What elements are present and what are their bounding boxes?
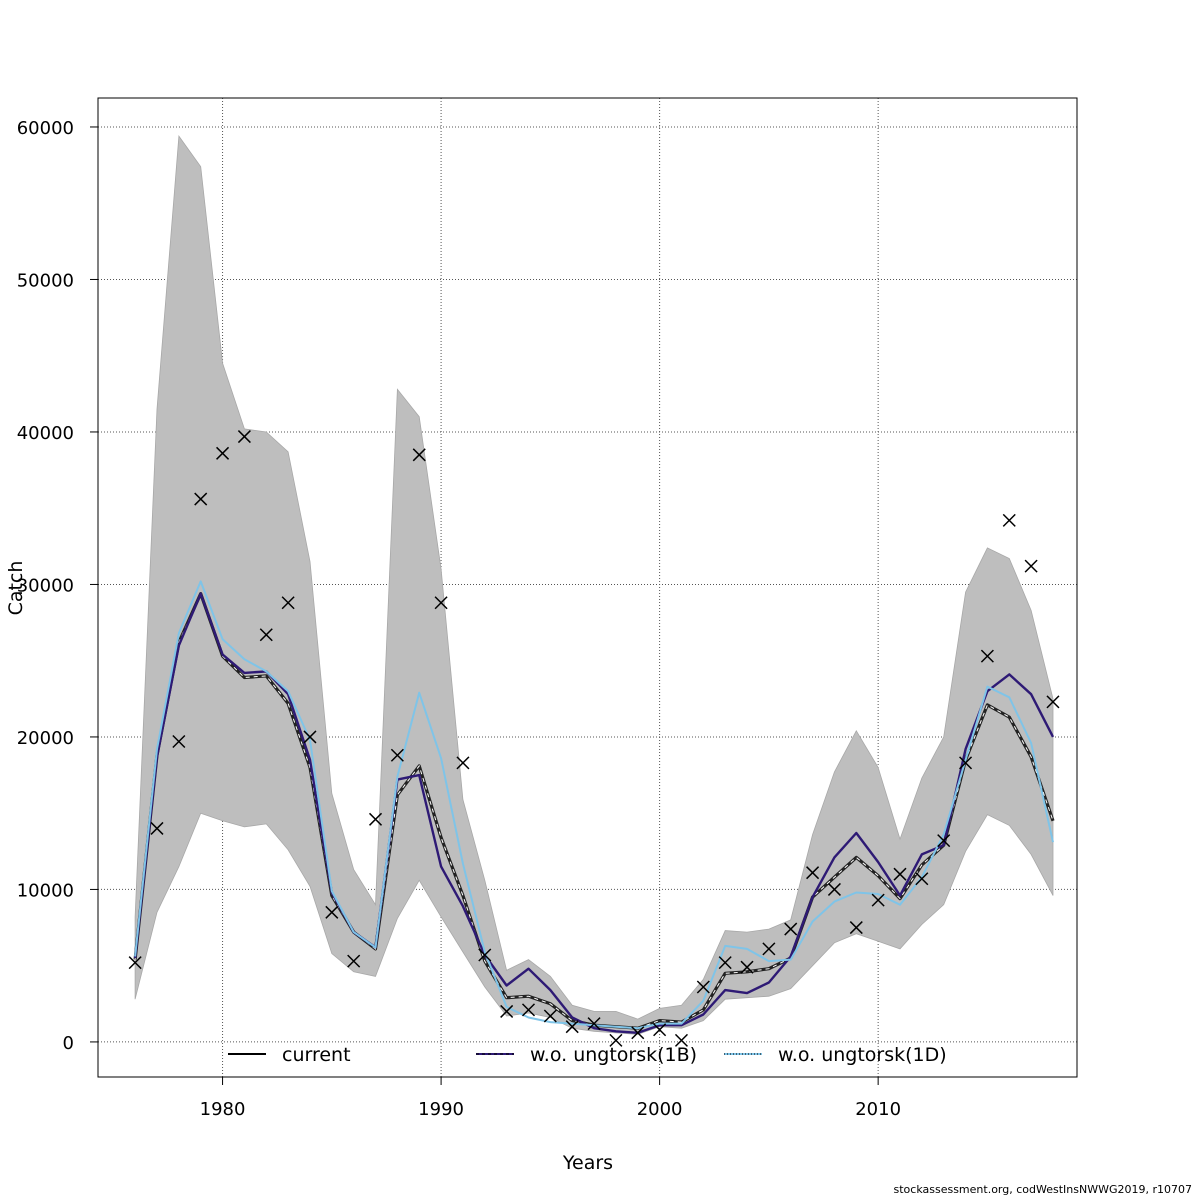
legend-label: current bbox=[282, 1044, 351, 1066]
footer-credit: stockassessment.org, codWestInsNWWG2019,… bbox=[893, 1183, 1193, 1196]
y-tick-label: 50000 bbox=[17, 270, 74, 291]
observed-point bbox=[216, 446, 230, 460]
legend-label: w.o. ungtorsk(1D) bbox=[778, 1044, 947, 1066]
observed-point bbox=[653, 1023, 667, 1037]
observed-point bbox=[521, 1003, 536, 1017]
observed-point bbox=[434, 596, 448, 610]
y-tick-label: 20000 bbox=[17, 728, 74, 749]
observed-point bbox=[718, 956, 732, 970]
y-tick-label: 60000 bbox=[17, 118, 74, 139]
y-tick-label: 30000 bbox=[17, 575, 74, 596]
observed-point bbox=[325, 905, 339, 919]
confidence-band bbox=[134, 134, 1054, 1035]
observed-point bbox=[762, 942, 776, 956]
observed-point bbox=[368, 812, 383, 826]
observed-point bbox=[128, 956, 142, 970]
observed-point bbox=[259, 628, 273, 642]
observed-point bbox=[281, 596, 295, 610]
x-tick-label: 1990 bbox=[418, 1099, 464, 1120]
observed-point bbox=[412, 448, 426, 462]
observed-point bbox=[609, 1033, 623, 1047]
observed-point bbox=[740, 960, 754, 974]
observed-point bbox=[565, 1020, 579, 1034]
y-tick-label: 40000 bbox=[17, 423, 74, 444]
legend-item-1d: w.o. ungtorsk(1D) bbox=[724, 1044, 947, 1066]
observed-point bbox=[150, 821, 164, 835]
series-line-1d bbox=[134, 580, 1054, 1030]
observed-point bbox=[303, 730, 317, 744]
observed-point bbox=[696, 980, 710, 994]
observed-points bbox=[128, 430, 1060, 1047]
observed-point bbox=[849, 921, 863, 935]
observed-point bbox=[784, 922, 798, 936]
observed-point bbox=[937, 834, 951, 848]
observed-point bbox=[390, 748, 404, 762]
observed-point bbox=[172, 734, 186, 749]
observed-point bbox=[478, 948, 492, 962]
observed-point bbox=[827, 882, 841, 896]
observed-point bbox=[237, 430, 251, 444]
x-axis: 1980 1990 2000 2010 bbox=[200, 1077, 901, 1120]
observed-point bbox=[1046, 695, 1060, 709]
x-tick-label: 2000 bbox=[637, 1099, 683, 1120]
y-tick-label: 0 bbox=[63, 1033, 74, 1054]
observed-point bbox=[893, 867, 907, 881]
observed-point bbox=[915, 872, 929, 886]
observed-point bbox=[871, 893, 885, 907]
observed-point bbox=[543, 1009, 557, 1023]
observed-point bbox=[674, 1033, 688, 1047]
observed-point bbox=[500, 1004, 514, 1018]
observed-point bbox=[1002, 513, 1016, 527]
observed-point bbox=[456, 756, 470, 770]
legend-item-1b: w.o. ungtorsk(1B) bbox=[476, 1044, 697, 1066]
observed-point bbox=[631, 1026, 645, 1040]
x-axis-title: Years bbox=[562, 1152, 613, 1174]
y-axis: 0 10000 20000 30000 40000 50000 60000 bbox=[17, 118, 98, 1054]
legend-label: w.o. ungtorsk(1B) bbox=[530, 1044, 697, 1066]
series-lines bbox=[133, 580, 1055, 1035]
observed-point bbox=[806, 866, 820, 880]
legend: current w.o. ungtorsk(1B) w.o. ungtorsk(1D… bbox=[228, 1044, 947, 1066]
observed-point bbox=[587, 1017, 601, 1031]
observed-point bbox=[194, 492, 208, 506]
y-axis-title: Catch bbox=[5, 561, 27, 616]
x-tick-label: 2010 bbox=[855, 1099, 901, 1120]
observed-point bbox=[959, 756, 973, 770]
plot-frame bbox=[97, 97, 1078, 1078]
x-tick-label: 1980 bbox=[200, 1099, 246, 1120]
y-tick-label: 10000 bbox=[17, 880, 74, 901]
observed-point bbox=[347, 954, 361, 968]
series-line-1b bbox=[133, 592, 1055, 1035]
legend-item-current: current bbox=[228, 1044, 351, 1066]
observed-point bbox=[1024, 559, 1038, 573]
confidence-band-area bbox=[134, 134, 1054, 1035]
observed-point bbox=[980, 649, 994, 663]
